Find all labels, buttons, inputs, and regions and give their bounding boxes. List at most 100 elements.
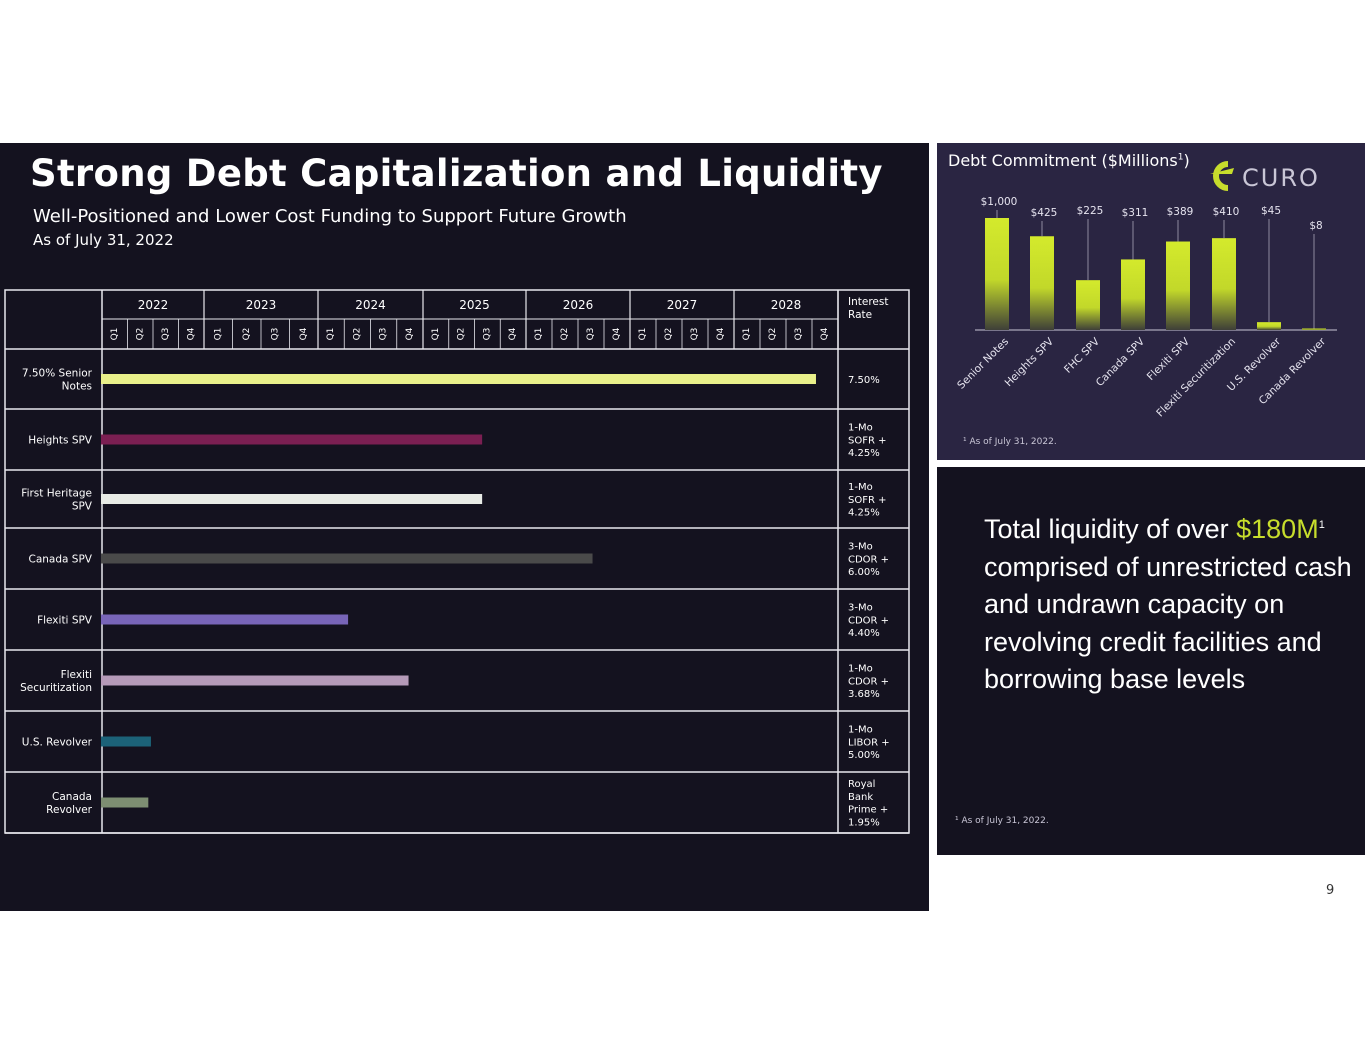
page-title: Strong Debt Capitalization and Liquidity [30,152,883,195]
category-label: Heights SPV [1003,335,1057,389]
quarter-label: Q2 [457,328,467,341]
facility-name-line: Notes [62,381,92,393]
bar [1030,236,1054,330]
data-label: $225 [1077,205,1104,217]
liquidity-panel [937,467,1365,855]
interest-rate-line: CDOR + [848,554,889,565]
liquidity-text-rest: comprised of unrestricted cash and undra… [984,551,1352,695]
maturity-bar [101,736,151,747]
interest-rate: 3-Mo CDOR + 4.40% [848,603,889,640]
page-number: 9 [1326,883,1335,898]
year-label: 2028 [771,298,802,312]
interest-rate-line: SOFR + [848,495,886,506]
quarter-label: Q4 [716,327,726,340]
facility-name: Flexiti Securitization [20,669,92,694]
liquidity-footnote-mark: 1 [1318,519,1325,531]
data-label: $45 [1261,205,1281,217]
quarter-label: Q3 [270,328,280,341]
quarter-label: Q2 [242,328,252,341]
curo-logo-icon [1210,161,1234,191]
quarter-label: Q1 [534,328,544,341]
interest-rate: 1-Mo CDOR + 3.68% [848,664,889,701]
interest-rate-line: 4.25% [848,448,880,459]
data-label: $410 [1213,206,1240,218]
interest-rate-line: 3-Mo [848,603,873,614]
interest-rate-line: 4.25% [848,508,880,519]
interest-rate-line: SOFR + [848,435,886,446]
facility-name: U.S. Revolver [22,737,93,749]
quarter-label: Q3 [690,328,700,341]
quarter-label: Q3 [586,328,596,341]
chart-title-footnote-mark: 1 [1177,152,1184,163]
liquidity-amount: $180M [1236,514,1319,544]
interest-rate: 3-Mo CDOR + 6.00% [848,542,889,579]
maturity-bar [101,675,409,686]
maturity-bar [101,553,593,564]
interest-rate: 1-Mo SOFR + 4.25% [848,482,886,519]
facility-name: Flexiti SPV [37,615,93,627]
bar [1302,328,1326,330]
year-label: 2026 [563,298,594,312]
liquidity-statement: Total liquidity of over $180M1 comprised… [984,507,1354,699]
interest-rate-line: 4.40% [848,628,880,639]
quarter-label: Q2 [664,328,674,341]
quarter-label: Q2 [352,328,362,341]
chart-footnote: ¹ As of July 31, 2022. [963,437,1057,447]
interest-rate-line: 7.50% [848,375,880,386]
maturity-bar [101,434,483,445]
interest-rate: 1-Mo SOFR + 4.25% [848,423,886,460]
bar [1212,238,1236,330]
quarter-label: Q4 [820,327,830,340]
bar [985,218,1009,330]
interest-rate-header-line: Interest [848,296,888,308]
quarter-label: Q2 [768,328,778,341]
bar [1257,322,1281,330]
quarter-label: Q2 [560,328,570,341]
facility-name: Canada Revolver [46,791,93,816]
quarter-label: Q3 [794,328,804,341]
quarter-label: Q4 [186,327,196,340]
curo-logo-text: CURO [1242,164,1320,192]
year-label: 2027 [667,298,698,312]
facility-name: 7.50% Senior Notes [22,368,93,393]
data-label: $389 [1167,206,1194,218]
interest-rate-line: CDOR + [848,615,889,626]
category-label: Flexiti SPV [1145,335,1193,383]
maturity-bar [101,374,816,384]
interest-rate-line: Bank [848,792,873,803]
quarter-label: Q4 [508,327,518,340]
facility-name-line: Canada [52,791,92,803]
quarter-label: Q4 [405,327,415,340]
liquidity-footnote: ¹ As of July 31, 2022. [955,816,1049,826]
interest-rate-line: 1-Mo [848,423,873,434]
year-label: 2023 [246,298,277,312]
category-label: FHC SPV [1062,335,1103,376]
interest-rate: Royal Bank Prime +1.95% [848,779,888,828]
bar [1076,280,1100,330]
interest-rate-line: 1-Mo [848,482,873,493]
quarter-label: Q4 [612,327,622,340]
year-label: 2024 [355,298,386,312]
facility-name-line: Revolver [46,804,93,816]
interest-rate-line: 5.00% [848,750,880,761]
category-label: Senior Notes [955,336,1011,392]
maturity-bar [101,494,483,504]
quarter-label: Q1 [326,328,336,341]
debt-maturity-table: 2022 Q1 Q2 Q3 Q4 2023 Q1 Q2 Q3 Q4 2024 Q1 Q2 Q3 Q4 2025… [4,289,910,834]
data-label: $311 [1122,207,1149,219]
interest-rate-line: 1.95% [848,817,880,828]
interest-rate-line: 1-Mo [848,725,873,736]
quarter-label: Q1 [110,328,120,341]
category-label: Canada SPV [1094,335,1148,389]
left-panel [0,143,929,911]
as-of-date: As of July 31, 2022 [33,231,174,249]
facility-name-line: Canada SPV [29,554,93,566]
maturity-bar [101,797,149,808]
bar [1121,259,1145,330]
quarter-label: Q1 [638,328,648,341]
quarter-label: Q4 [299,327,309,340]
facility-name-line: Heights SPV [28,435,93,447]
liquidity-text-lead: Total liquidity of over [984,514,1237,544]
facility-name-line: Flexiti SPV [37,615,93,627]
interest-rate-header: Interest Rate [848,296,888,321]
